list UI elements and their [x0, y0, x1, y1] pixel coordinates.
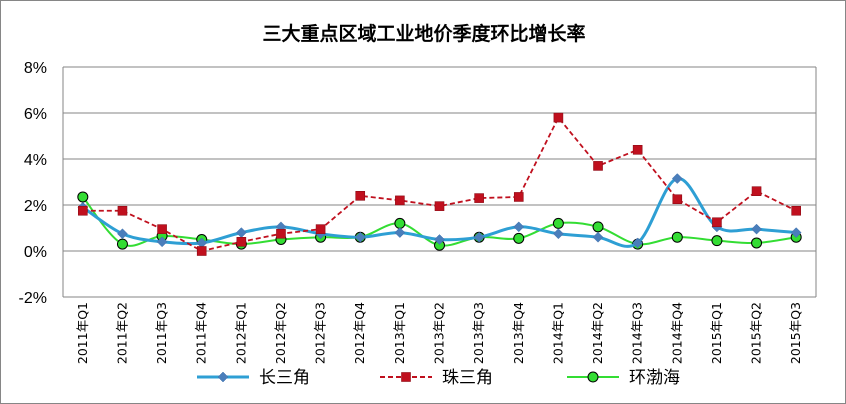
data-point: [592, 231, 604, 243]
y-tick-label: -2%: [19, 290, 47, 307]
legend: 长三角 珠三角 环渤海: [197, 368, 680, 388]
data-point: [117, 228, 128, 240]
data-point: [236, 237, 247, 247]
x-tick-label: 2012年Q3: [313, 302, 328, 364]
data-point: [434, 201, 445, 211]
legend-marker: [587, 371, 599, 383]
data-point: [78, 205, 88, 216]
chart-title: 三大重点区域工业地价季度环比增长率: [262, 22, 585, 45]
x-tick-label: 2014年Q3: [630, 302, 645, 364]
data-point: [751, 223, 762, 235]
series-square: [78, 112, 801, 256]
x-tick-label: 2015年Q2: [749, 302, 764, 364]
x-tick-label: 2014年Q4: [669, 302, 684, 364]
data-point: [474, 193, 484, 203]
x-tick-label: 2011年Q4: [194, 302, 209, 364]
y-tick-label: 4%: [24, 152, 47, 169]
legend-label: 长三角: [259, 368, 310, 388]
data-point: [553, 112, 564, 123]
legend-marker: [217, 371, 229, 383]
data-point: [117, 205, 128, 216]
y-tick-label: 2%: [24, 198, 47, 215]
data-point: [592, 221, 604, 233]
data-point: [394, 227, 406, 238]
data-point: [355, 191, 366, 201]
x-tick-label: 2015年Q3: [788, 302, 803, 364]
x-tick-label: 2013年Q1: [392, 302, 407, 364]
data-point: [513, 221, 525, 233]
data-point: [712, 217, 722, 228]
grid: [62, 66, 817, 298]
x-tick-label: 2012年Q1: [233, 302, 248, 364]
data-point: [671, 173, 683, 184]
series-layer: [77, 112, 802, 256]
legend-marker: [401, 372, 411, 382]
data-point: [711, 235, 723, 247]
data-point: [791, 205, 801, 216]
legend-item: 珠三角: [380, 368, 493, 388]
data-point: [196, 246, 207, 256]
data-point: [552, 217, 564, 229]
legend-label: 珠三角: [442, 368, 493, 388]
y-axis: -2% 0% 2% 4% 6% 8%: [19, 60, 47, 307]
data-point: [276, 228, 286, 239]
y-tick-label: 8%: [24, 60, 47, 77]
x-tick-label: 2013年Q3: [471, 302, 486, 364]
data-point: [632, 145, 643, 155]
data-point: [632, 237, 644, 249]
data-point: [751, 237, 763, 249]
data-point: [434, 234, 445, 245]
data-point: [354, 231, 366, 243]
x-tick-label: 2012年Q2: [273, 302, 288, 364]
data-point: [473, 231, 485, 243]
x-tick-label: 2011年Q2: [114, 302, 129, 364]
data-point: [513, 232, 525, 244]
x-axis: 2011年Q1 2011年Q2 2011年Q3 2011年Q4 2012年Q1 2012年…: [75, 302, 803, 364]
data-point: [156, 236, 168, 248]
data-point: [77, 191, 89, 203]
data-point: [751, 186, 762, 196]
y-tick-label: 6%: [24, 106, 47, 123]
x-tick-label: 2013年Q2: [432, 302, 447, 364]
data-point: [157, 224, 167, 234]
data-point: [235, 227, 247, 238]
data-point: [116, 238, 128, 250]
x-tick-label: 2014年Q1: [550, 302, 565, 364]
data-point: [671, 231, 683, 243]
x-tick-label: 2014年Q2: [590, 302, 605, 364]
legend-label: 环渤海: [629, 368, 680, 388]
x-tick-label: 2011年Q3: [154, 302, 169, 364]
data-point: [394, 217, 406, 229]
data-point: [315, 224, 326, 234]
x-tick-label: 2013年Q4: [511, 302, 526, 364]
data-point: [790, 227, 802, 238]
x-tick-label: 2015年Q1: [709, 302, 724, 364]
legend-item: 环渤海: [567, 368, 680, 388]
x-tick-label: 2011年Q1: [75, 302, 90, 364]
x-tick-label: 2012年Q4: [352, 302, 367, 364]
data-point: [513, 192, 524, 202]
legend-item: 长三角: [197, 368, 310, 388]
y-tick-label: 0%: [24, 244, 47, 261]
data-point: [395, 195, 405, 206]
data-point: [553, 228, 564, 240]
data-point: [672, 194, 683, 205]
data-point: [593, 161, 603, 171]
